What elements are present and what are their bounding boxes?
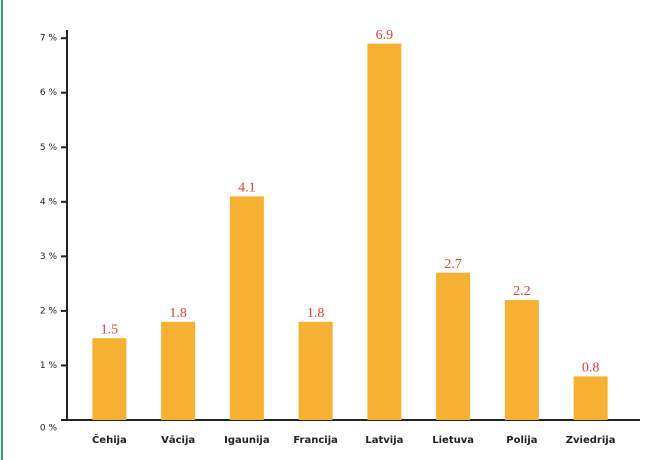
x-tick-label: Čehija	[92, 433, 127, 446]
value-label: 1.8	[307, 306, 325, 321]
y-tick-label: 5 %	[40, 143, 58, 153]
value-label: 2.7	[444, 257, 462, 272]
bar	[298, 321, 333, 420]
bar	[161, 321, 196, 420]
bar	[229, 196, 264, 420]
y-tick-label: 3 %	[40, 252, 58, 262]
x-tick-label: Latvija	[365, 435, 403, 446]
value-label: 4.1	[238, 181, 256, 196]
y-tick-label: 6 %	[40, 88, 58, 98]
bar	[436, 272, 471, 420]
y-tick-label: 0 %	[40, 424, 58, 434]
value-label: 0.8	[582, 361, 600, 376]
bar	[367, 43, 402, 421]
x-tick-label: Vācija	[161, 435, 195, 446]
x-tick-label: Zviedrija	[566, 435, 616, 446]
x-tick-label: Francija	[293, 435, 338, 446]
value-label: 1.5	[101, 322, 119, 337]
value-label: 1.8	[169, 306, 187, 321]
x-tick-label: Igaunija	[224, 435, 269, 446]
x-tick-label: Polija	[506, 435, 537, 446]
bar	[573, 376, 608, 420]
value-label: 2.2	[513, 284, 531, 299]
y-tick-label: 1 %	[40, 361, 58, 371]
y-tick-label: 7 %	[40, 34, 58, 44]
y-tick-label: 2 %	[40, 306, 58, 316]
y-tick-label: 4 %	[40, 197, 58, 207]
value-label: 6.9	[376, 28, 394, 43]
x-tick-label: Lietuva	[432, 435, 474, 446]
bar	[92, 338, 127, 420]
bar	[504, 300, 539, 420]
